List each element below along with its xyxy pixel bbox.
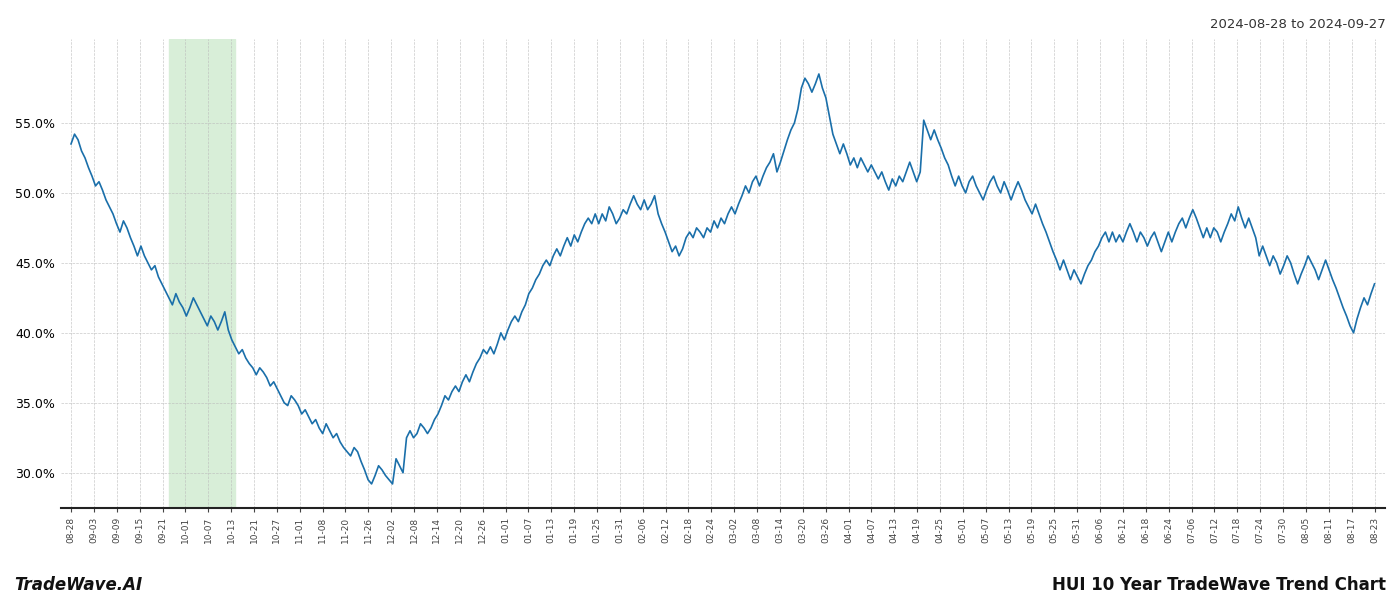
Text: 2024-08-28 to 2024-09-27: 2024-08-28 to 2024-09-27 (1210, 18, 1386, 31)
Bar (169, 39, 235, 508)
Text: TradeWave.AI: TradeWave.AI (14, 576, 143, 594)
Text: HUI 10 Year TradeWave Trend Chart: HUI 10 Year TradeWave Trend Chart (1051, 576, 1386, 594)
